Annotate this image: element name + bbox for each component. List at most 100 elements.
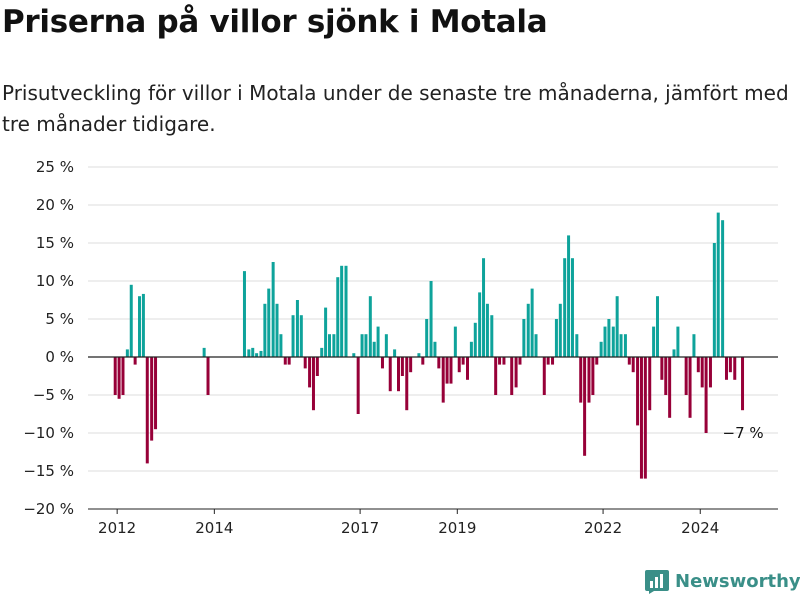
bar bbox=[668, 357, 672, 418]
bar bbox=[138, 296, 142, 357]
bar bbox=[583, 357, 587, 456]
bar bbox=[263, 303, 267, 357]
bar bbox=[299, 315, 303, 357]
bars bbox=[113, 212, 745, 479]
bar bbox=[247, 349, 251, 357]
x-tick-label: 2019 bbox=[438, 519, 476, 537]
bar bbox=[579, 357, 583, 403]
bar bbox=[384, 334, 388, 357]
y-tick-label: −20 % bbox=[23, 500, 74, 518]
y-tick-label: 15 % bbox=[36, 234, 74, 252]
bar bbox=[498, 357, 502, 365]
bar bbox=[429, 281, 433, 357]
bar bbox=[721, 220, 725, 357]
bar bbox=[291, 315, 295, 357]
bar bbox=[376, 326, 380, 357]
bar bbox=[696, 357, 700, 373]
bar bbox=[445, 357, 449, 384]
bar bbox=[712, 243, 716, 357]
bar bbox=[320, 347, 324, 357]
bar bbox=[421, 357, 425, 365]
y-tick-label: 0 % bbox=[45, 348, 74, 366]
bar bbox=[332, 334, 336, 357]
bar bbox=[466, 357, 469, 380]
bar bbox=[271, 262, 275, 357]
y-tick-label: 20 % bbox=[36, 196, 74, 214]
bar bbox=[551, 357, 555, 365]
bar-chart-logo-icon bbox=[645, 570, 669, 594]
bar bbox=[380, 357, 384, 369]
bar bbox=[591, 357, 595, 395]
bar bbox=[704, 357, 708, 433]
bar bbox=[684, 357, 688, 395]
grid-lines bbox=[88, 166, 778, 510]
bar bbox=[242, 271, 246, 357]
bar bbox=[546, 357, 550, 365]
bar bbox=[595, 357, 599, 365]
bar bbox=[352, 353, 356, 357]
bar bbox=[206, 357, 210, 395]
bar bbox=[303, 357, 307, 369]
bar bbox=[461, 357, 465, 365]
bar bbox=[259, 350, 263, 357]
bar bbox=[393, 349, 397, 357]
bar bbox=[287, 357, 291, 365]
bar bbox=[664, 357, 668, 395]
bar bbox=[724, 357, 728, 380]
bar bbox=[603, 326, 607, 357]
bar bbox=[485, 303, 489, 357]
bar bbox=[510, 357, 514, 395]
bar bbox=[344, 265, 348, 357]
brand-name: Newsworthy bbox=[675, 570, 800, 592]
bar bbox=[518, 357, 522, 365]
x-tick-label: 2024 bbox=[681, 519, 719, 537]
bar bbox=[615, 296, 619, 357]
bar bbox=[502, 357, 506, 365]
bar bbox=[340, 265, 344, 357]
bar bbox=[397, 357, 400, 392]
bar bbox=[251, 347, 255, 357]
bar bbox=[688, 357, 692, 418]
bar bbox=[741, 357, 745, 411]
bar bbox=[267, 288, 271, 357]
bar bbox=[482, 258, 486, 357]
bar bbox=[672, 349, 676, 357]
bar bbox=[607, 319, 611, 357]
bar bbox=[145, 357, 149, 464]
bar bbox=[587, 357, 591, 403]
bar bbox=[113, 357, 117, 395]
x-tick-label: 2022 bbox=[584, 519, 622, 537]
bar bbox=[570, 258, 574, 357]
bar bbox=[733, 357, 737, 380]
y-tick-label: −10 % bbox=[23, 424, 74, 442]
y-tick-label: −15 % bbox=[23, 462, 74, 480]
newsworthy-logo: Newsworthy bbox=[645, 568, 800, 594]
bar bbox=[336, 277, 340, 357]
bar bbox=[129, 284, 133, 357]
bar bbox=[441, 357, 445, 403]
bar bbox=[364, 334, 368, 357]
x-tick-label: 2012 bbox=[98, 519, 136, 537]
bar bbox=[490, 315, 494, 357]
bar bbox=[660, 357, 664, 380]
bar bbox=[388, 357, 392, 392]
annotations: −7 % bbox=[723, 424, 764, 442]
bar bbox=[405, 357, 409, 411]
bar bbox=[542, 357, 546, 395]
bar bbox=[636, 357, 640, 426]
bar bbox=[708, 357, 712, 388]
bar bbox=[567, 235, 571, 357]
y-axis: −20 % −15 % −10 % −5 % 0 % 5 % 10 % 15 % 20 % 25 … bbox=[23, 158, 74, 518]
y-tick-label: 25 % bbox=[36, 158, 74, 176]
bar bbox=[514, 357, 518, 388]
bar bbox=[283, 357, 287, 365]
y-tick-label: 10 % bbox=[36, 272, 74, 290]
bar-chart: −20 % −15 % −10 % −5 % 0 % 5 % 10 % 15 % 20 % 25 … bbox=[23, 158, 778, 537]
bar bbox=[417, 353, 421, 357]
bar bbox=[425, 319, 429, 357]
bar bbox=[308, 357, 312, 388]
bar bbox=[643, 357, 647, 479]
y-tick-label: 5 % bbox=[45, 310, 74, 328]
bar bbox=[117, 357, 121, 399]
x-tick-label: 2017 bbox=[341, 519, 379, 537]
